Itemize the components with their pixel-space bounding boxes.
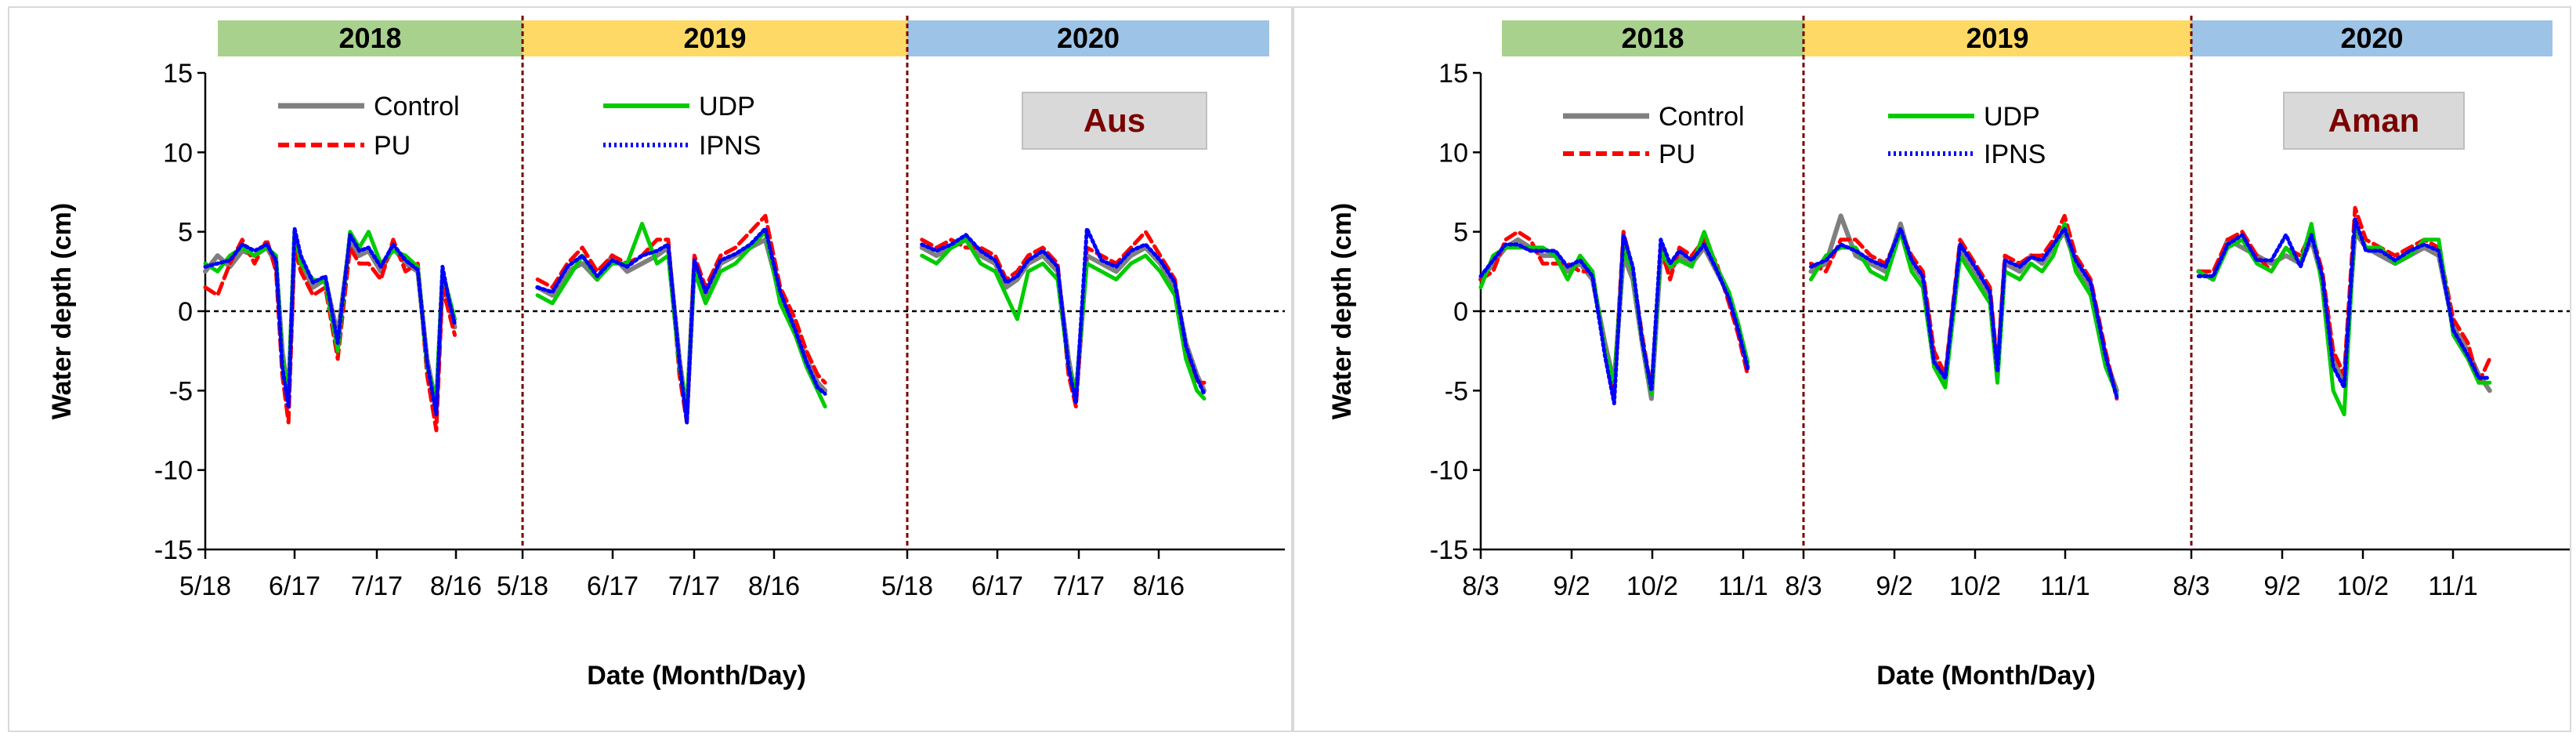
legend-label-ipns: IPNS bbox=[1984, 140, 2046, 169]
y-tick-label: 10 bbox=[163, 138, 193, 168]
year-band-2018 bbox=[1502, 20, 1804, 56]
x-tick-label: 11/1 bbox=[2428, 571, 2478, 601]
x-axis-label: Date (Month/Day) bbox=[587, 661, 806, 691]
y-tick-label: 5 bbox=[1453, 218, 1468, 248]
legend-label-pu: PU bbox=[374, 131, 411, 161]
x-tick-label: 7/17 bbox=[668, 571, 720, 601]
series-line-ipns-2019 bbox=[1809, 227, 2119, 399]
series-line-ipns-2018 bbox=[1478, 233, 1750, 405]
y-tick-label: 10 bbox=[1438, 138, 1468, 168]
y-tick-label: -5 bbox=[1445, 376, 1468, 406]
x-tick-label: 8/3 bbox=[1785, 571, 1822, 601]
x-tick-label: 9/2 bbox=[2263, 571, 2300, 601]
series-line-ipns-2020 bbox=[2196, 217, 2492, 390]
season-label-box bbox=[1022, 92, 1207, 150]
x-tick-label: 8/3 bbox=[1462, 571, 1499, 601]
y-tick-label: -10 bbox=[154, 456, 193, 486]
legend-label-udp: UDP bbox=[1984, 102, 2040, 132]
x-tick-label: 5/18 bbox=[179, 571, 231, 601]
year-band-label: 2019 bbox=[1966, 22, 2028, 54]
chart-aus: 2018 2019 2020 15 10 5 0 -5 -10 -15 Water depth (c… bbox=[47, 16, 1285, 691]
season-label: Aman bbox=[2328, 102, 2420, 139]
legend-label-pu: PU bbox=[1659, 140, 1695, 169]
year-band-label: 2019 bbox=[683, 22, 746, 54]
x-tick-label: 10/2 bbox=[2337, 571, 2389, 601]
y-tick-label: 15 bbox=[1438, 59, 1468, 89]
legend-label-udp: UDP bbox=[699, 92, 755, 121]
x-tick-label: 5/18 bbox=[881, 571, 933, 601]
legend-label-ipns: IPNS bbox=[699, 131, 761, 161]
y-tick-label: -5 bbox=[169, 376, 193, 406]
x-tick-label: 10/2 bbox=[1626, 571, 1678, 601]
x-tick-label: 10/2 bbox=[1949, 571, 2001, 601]
y-tick-label: 0 bbox=[1453, 297, 1468, 327]
series-line-udp-2018 bbox=[203, 230, 457, 401]
year-band-2020 bbox=[907, 20, 1269, 56]
y-tick-label: -15 bbox=[154, 535, 193, 565]
x-tick-label: 8/16 bbox=[430, 571, 482, 601]
chart-aman: 2018 2019 2020 15 10 5 0 -5 -10 -15 Water depth (c… bbox=[1327, 16, 2570, 691]
year-band-label: 2020 bbox=[1057, 22, 1120, 54]
year-band-2019 bbox=[1804, 20, 2191, 56]
series-line-ipns-2020 bbox=[920, 227, 1207, 405]
x-tick-label: 11/1 bbox=[1718, 571, 1768, 601]
year-band-2020 bbox=[2191, 20, 2552, 56]
x-tick-label: 8/16 bbox=[1133, 571, 1185, 601]
x-tick-label: 6/17 bbox=[587, 571, 639, 601]
y-tick-label: 15 bbox=[163, 59, 193, 89]
series-line-pu-2018 bbox=[1478, 230, 1750, 393]
year-band-label: 2020 bbox=[2340, 22, 2403, 54]
season-label-box bbox=[2283, 92, 2465, 150]
series-line-pu-2019 bbox=[535, 213, 827, 425]
year-band-label: 2018 bbox=[338, 22, 401, 54]
y-axis-label: Water depth (cm) bbox=[1327, 203, 1357, 419]
x-tick-label: 7/17 bbox=[1053, 571, 1105, 601]
y-tick-label: 0 bbox=[178, 297, 193, 327]
series-line-udp-2019 bbox=[1809, 222, 2119, 396]
legend-label-control: Control bbox=[374, 92, 460, 121]
x-tick-label: 9/2 bbox=[1553, 571, 1590, 601]
y-tick-label: -15 bbox=[1430, 535, 1468, 565]
x-tick-label: 8/16 bbox=[748, 571, 800, 601]
x-tick-label: 6/17 bbox=[971, 571, 1023, 601]
x-tick-label: 8/3 bbox=[2173, 571, 2209, 601]
year-band-2019 bbox=[523, 20, 907, 56]
x-tick-label: 11/1 bbox=[2040, 571, 2090, 601]
y-axis-label: Water depth (cm) bbox=[47, 203, 77, 419]
x-axis-label: Date (Month/Day) bbox=[1876, 661, 2096, 691]
season-label: Aus bbox=[1084, 102, 1145, 139]
x-tick-label: 5/18 bbox=[497, 571, 548, 601]
y-tick-label: 5 bbox=[178, 218, 193, 248]
x-tick-label: 6/17 bbox=[269, 571, 320, 601]
year-band-2018 bbox=[218, 20, 523, 56]
x-tick-label: 9/2 bbox=[1876, 571, 1912, 601]
legend-label-control: Control bbox=[1659, 102, 1745, 132]
series-line-ipns-2018 bbox=[203, 227, 457, 417]
x-tick-label: 7/17 bbox=[351, 571, 403, 601]
series-line-ipns-2019 bbox=[535, 227, 827, 425]
year-band-label: 2018 bbox=[1621, 22, 1684, 54]
y-tick-label: -10 bbox=[1430, 456, 1468, 486]
